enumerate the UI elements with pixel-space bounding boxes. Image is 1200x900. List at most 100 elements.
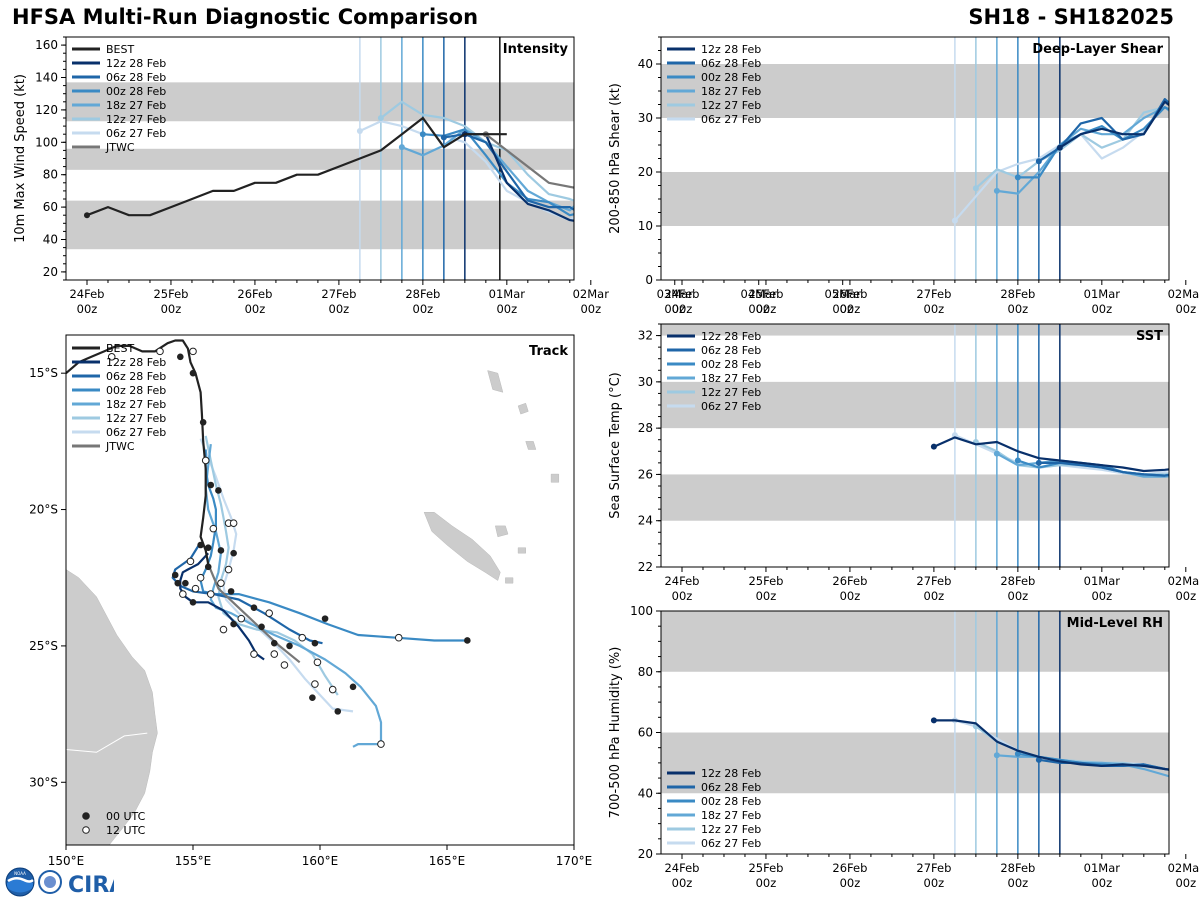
legend-label: 12z 28 Feb <box>106 57 166 70</box>
legend-label: 12z 27 Feb <box>106 412 166 425</box>
y-tick-label: 20 <box>638 165 653 179</box>
legend-label: 00z 28 Feb <box>106 384 166 397</box>
x-tick-label: 04Mar <box>741 287 778 301</box>
cira-logo-text: CIRA <box>68 873 114 898</box>
y-axis-label: 700-500 hPa Humidity (%) <box>608 647 623 819</box>
legend-label: 00z 28 Feb <box>106 85 166 98</box>
threshold-band <box>66 148 574 170</box>
fix-12utc-marker <box>206 590 215 598</box>
legend-label: 18z 27 Feb <box>106 99 166 112</box>
x-tick-label: 27Feb <box>916 861 951 875</box>
y-tick-label: 20°S <box>29 503 58 517</box>
x-tick-label: 00z <box>924 302 945 316</box>
cira-logo-icon: CIRA <box>38 870 114 898</box>
y-tick-label: 26 <box>638 467 653 481</box>
fix-00utc-marker <box>349 683 357 691</box>
land-new-caledonia <box>423 512 501 581</box>
track-line-18z-27-feb <box>204 443 383 748</box>
x-tick-label: 25Feb <box>748 861 783 875</box>
fix-00utc-marker <box>217 547 225 554</box>
fix-12utc-marker <box>313 658 322 667</box>
fix-12utc-marker <box>224 565 233 574</box>
fix-12utc-marker <box>328 685 337 694</box>
x-tick-label: 26Feb <box>832 861 867 875</box>
series-line-06z-28-feb <box>1038 97 1169 163</box>
y-tick-label: 80 <box>43 168 58 182</box>
x-tick-label: 28Feb <box>1000 574 1035 588</box>
series-line-jtwc <box>485 133 574 189</box>
series-line-12z-27-feb <box>975 440 1169 476</box>
x-tick-label: 01Mar <box>489 287 526 301</box>
x-tick-label: 26Feb <box>832 574 867 588</box>
y-tick-label: 40 <box>638 57 653 71</box>
fix-12utc-marker <box>196 573 205 582</box>
x-tick-label: 00z <box>672 589 693 603</box>
plot-area <box>661 611 1169 854</box>
marker-legend-symbol <box>82 812 90 820</box>
x-tick-label: 25Feb <box>748 574 783 588</box>
legend-label: 18z 27 Feb <box>106 398 166 411</box>
series-line-00z-28-feb <box>422 128 574 217</box>
track-line-06z-27-feb <box>199 438 354 713</box>
legend-label: 06z 27 Feb <box>701 113 761 126</box>
legend-label: 06z 27 Feb <box>701 400 761 413</box>
y-tick-label: 140 <box>35 71 58 85</box>
marker-legend-symbol <box>82 826 90 834</box>
series-start-marker <box>1035 459 1042 466</box>
fix-12utc-marker <box>201 456 210 465</box>
x-tick-label: 00z <box>1175 589 1196 603</box>
series-line-12z-28-feb <box>1059 100 1169 149</box>
y-tick-label: 60 <box>43 200 58 214</box>
fix-00utc-marker <box>215 487 222 494</box>
fix-00utc-marker <box>309 694 316 702</box>
x-tick-label: 00z <box>1091 589 1112 603</box>
marker-legend-label: 00 UTC <box>106 810 146 823</box>
x-tick-label: 00z <box>496 302 517 316</box>
x-tick-label: 00z <box>748 302 769 316</box>
x-tick-label: 00z <box>672 302 693 316</box>
x-tick-label: 02Mar <box>1168 287 1200 301</box>
y-tick-label: 40 <box>638 786 653 800</box>
series-start-marker <box>356 127 363 134</box>
x-tick-label: 26Feb <box>237 287 272 301</box>
legend-label: 18z 27 Feb <box>701 372 761 385</box>
x-tick-label: 00z <box>664 302 685 316</box>
legend-label: 00z 28 Feb <box>701 358 761 371</box>
x-tick-label: 24Feb <box>664 287 699 301</box>
threshold-band <box>66 200 574 250</box>
x-tick-label: 155°E <box>175 854 212 868</box>
legend-label: 06z 28 Feb <box>701 344 761 357</box>
x-tick-label: 00z <box>1008 589 1029 603</box>
fix-00utc-marker <box>189 598 197 606</box>
x-tick-label: 00z <box>1008 302 1029 316</box>
x-tick-label: 27Feb <box>916 287 951 301</box>
panel-title: Track <box>529 344 568 359</box>
x-tick-label: 00z <box>161 302 182 316</box>
x-tick-label: 00z <box>1091 876 1112 890</box>
x-tick-label: 00z <box>756 302 777 316</box>
panel-sst: 22242628303224Feb00z25Feb00z26Feb00z27Fe… <box>608 323 1200 603</box>
fix-00utc-marker <box>270 639 278 647</box>
series-start-marker <box>993 450 1000 457</box>
map-area <box>66 339 560 845</box>
x-tick-label: 00z <box>245 302 266 316</box>
x-tick-label: 00z <box>832 302 853 316</box>
fix-00utc-marker <box>227 588 235 595</box>
y-tick-label: 15°S <box>29 366 58 380</box>
fix-12utc-marker <box>156 347 164 356</box>
x-tick-label: 00z <box>924 589 945 603</box>
threshold-band <box>661 172 1169 226</box>
fix-12utc-marker <box>186 557 195 566</box>
x-tick-label: 05Mar <box>825 287 862 301</box>
track-line-00z-28-feb <box>199 449 468 642</box>
legend-label: 12z 27 Feb <box>701 823 761 836</box>
series-start-marker <box>1014 457 1021 464</box>
x-tick-label: 26Feb <box>832 287 867 301</box>
storm-id: SH18 - SH182025 <box>968 5 1174 29</box>
x-tick-label: 170°E <box>556 854 593 868</box>
series-start-marker <box>377 115 384 121</box>
fix-00utc-marker <box>230 549 237 557</box>
x-tick-label: 02Mar <box>573 287 610 301</box>
fix-12utc-marker <box>229 519 238 527</box>
y-axis-label: 10m Max Wind Speed (kt) <box>13 74 28 243</box>
